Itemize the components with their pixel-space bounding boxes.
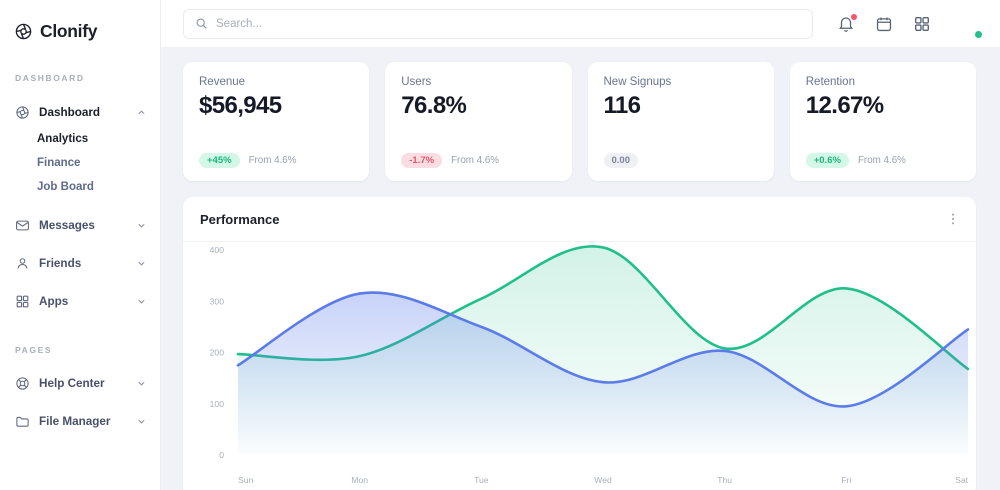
grid-icon [15, 294, 30, 309]
svg-text:Wed: Wed [594, 475, 612, 485]
stat-footer: 0.00 [603, 152, 758, 168]
topbar-actions [837, 9, 986, 39]
stat-card-retention: Retention 12.67% +0.6% From 4.6% [789, 62, 976, 181]
chart-area-1 [238, 292, 968, 455]
search-input[interactable] [216, 17, 801, 30]
chart-title: Performance [200, 211, 280, 227]
main-area: Revenue $56,945 +45% From 4.6% Users 76.… [161, 0, 1000, 490]
svg-text:300: 300 [210, 296, 225, 306]
stat-footer: +45% From 4.6% [199, 152, 353, 168]
search-box[interactable] [183, 8, 813, 39]
sidebar-item-dashboard[interactable]: Dashboard [0, 97, 160, 127]
chevron-up-icon[interactable] [136, 107, 147, 118]
chart-header: Performance [183, 197, 976, 242]
sidebar-subitem-job-board[interactable]: Job Board [0, 175, 160, 199]
sidebar-item-help-center[interactable]: Help Center [0, 368, 160, 398]
stat-footer: +0.6% From 4.6% [805, 152, 960, 168]
sidebar: Clonify DASHBOARD Dashboard Analytics Fi… [0, 0, 161, 490]
chevron-down-icon[interactable] [136, 258, 147, 269]
stat-from-label: From 4.6% [451, 154, 499, 166]
kebab-menu-icon[interactable] [944, 210, 962, 228]
status-badge: -1.7% [401, 152, 443, 168]
stat-footer: -1.7% From 4.6% [401, 152, 555, 168]
sidebar-item-friends[interactable]: Friends [0, 248, 160, 278]
sidebar-item-messages[interactable]: Messages [0, 210, 160, 240]
stat-title: Retention [805, 76, 855, 88]
svg-text:0: 0 [219, 450, 224, 460]
user-icon [15, 256, 30, 271]
online-status-indicator [974, 30, 983, 39]
section-title-pages: PAGES [15, 345, 53, 355]
aperture-icon [15, 105, 30, 120]
aperture-icon [14, 22, 33, 41]
chart-line-1 [236, 291, 970, 408]
content: Revenue $56,945 +45% From 4.6% Users 76.… [161, 48, 1000, 490]
chevron-down-icon[interactable] [136, 296, 147, 307]
stat-title: Revenue [199, 76, 246, 88]
svg-text:Sat: Sat [955, 475, 969, 485]
svg-text:200: 200 [210, 348, 225, 358]
avatar[interactable] [953, 9, 983, 39]
chevron-down-icon[interactable] [136, 416, 147, 427]
brand-logo-block[interactable]: Clonify [0, 0, 160, 48]
sidebar-item-file-manager[interactable]: File Manager [0, 406, 160, 436]
notification-badge [851, 13, 857, 20]
sidebar-item-label: Dashboard [39, 105, 101, 119]
svg-text:400: 400 [210, 245, 225, 255]
sidebar-item-apps[interactable]: Apps [0, 286, 160, 316]
performance-chart-card: Performance 0 100 200 300 400 Sun Mon Tue Wed Thu… [183, 197, 976, 490]
svg-text:Mon: Mon [351, 475, 368, 485]
stat-from-label: From 4.6% [857, 154, 906, 166]
status-badge: 0.00 [603, 152, 638, 168]
sidebar-item-label: Apps [39, 294, 69, 308]
stat-title: New Signups [603, 76, 672, 88]
performance-area-chart: 0 100 200 300 400 Sun Mon Tue Wed Thu Fri Sat [210, 245, 970, 485]
stat-title: Users [401, 76, 432, 88]
lifebuoy-icon [15, 376, 30, 391]
chevron-down-icon[interactable] [136, 378, 147, 389]
svg-text:Fri: Fri [841, 475, 851, 485]
svg-text:Thu: Thu [717, 475, 732, 485]
stat-cards: Revenue $56,945 +45% From 4.6% Users 76.… [183, 62, 976, 181]
sidebar-item-label: Messages [39, 218, 95, 232]
sidebar-item-label: Help Center [39, 376, 105, 390]
brand-name: Clonify [40, 20, 98, 41]
chevron-down-icon[interactable] [136, 220, 147, 231]
sidebar-subitem-label: Finance [37, 157, 81, 169]
bell-icon[interactable] [837, 13, 857, 33]
sidebar-item-label: File Manager [39, 414, 111, 428]
stat-card-revenue: Revenue $56,945 +45% From 4.6% [183, 62, 370, 181]
folder-icon [15, 414, 30, 429]
sidebar-subitem-analytics[interactable]: Analytics [0, 127, 160, 151]
sidebar-subitem-label: Job Board [37, 181, 94, 193]
sidebar-item-label: Friends [39, 256, 82, 270]
search-icon [195, 17, 208, 30]
chart-plot-area: 0 100 200 300 400 Sun Mon Tue Wed Thu Fri Sat [183, 242, 976, 490]
svg-text:Sun: Sun [238, 475, 254, 485]
status-badge: +0.6% [805, 152, 849, 168]
sidebar-subitem-label: Analytics [37, 133, 89, 145]
svg-text:Tue: Tue [474, 475, 489, 485]
grid-icon[interactable] [913, 15, 931, 33]
stat-value: $56,945 [199, 92, 282, 119]
stat-value: 12.67% [805, 92, 884, 119]
mail-icon [15, 218, 30, 233]
stat-card-users: Users 76.8% -1.7% From 4.6% [385, 62, 572, 181]
svg-text:100: 100 [210, 399, 225, 409]
stat-value: 116 [603, 92, 642, 119]
section-title-dashboard: DASHBOARD [15, 73, 85, 83]
topbar [161, 0, 1000, 48]
stat-card-new-signups: New Signups 116 0.00 [587, 62, 774, 181]
stat-from-label: From 4.6% [248, 154, 297, 166]
sidebar-subitem-finance[interactable]: Finance [0, 151, 160, 175]
stat-value: 76.8% [401, 92, 467, 119]
status-badge: +45% [199, 152, 240, 168]
calendar-icon[interactable] [875, 15, 893, 33]
